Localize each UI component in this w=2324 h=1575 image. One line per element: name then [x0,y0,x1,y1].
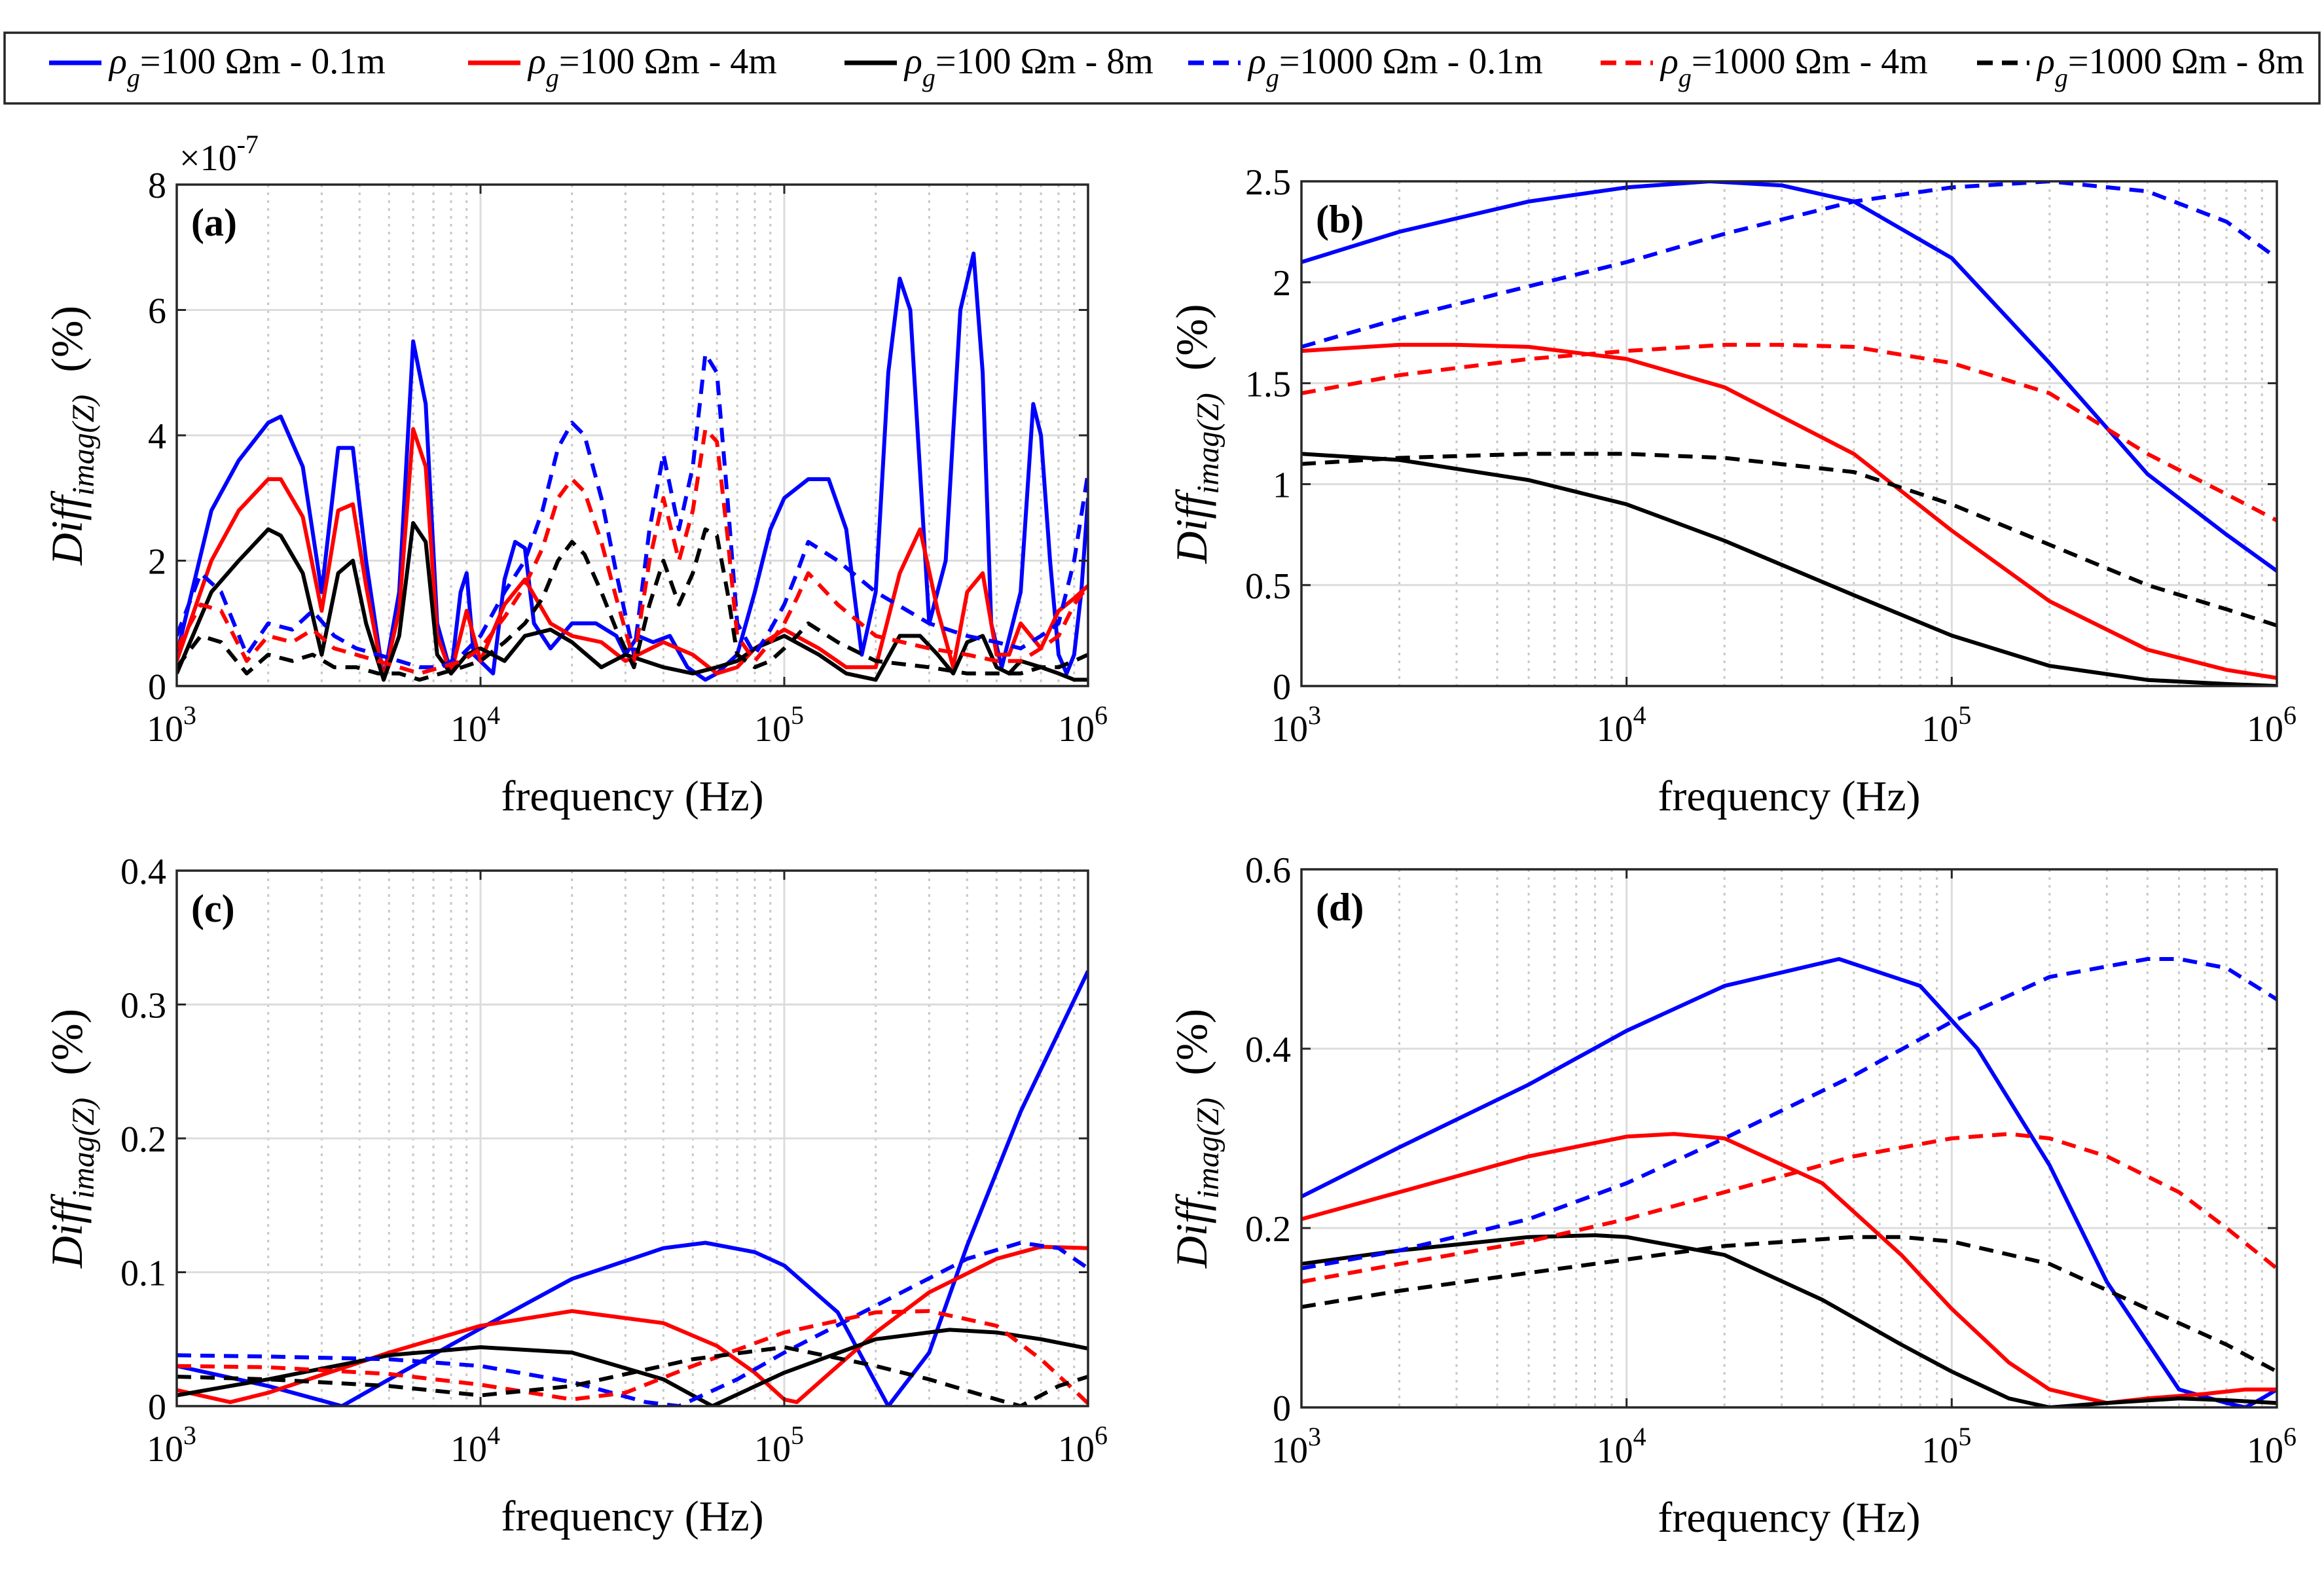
series-group [1301,957,2277,1407]
y-tick-label: 0 [148,667,166,708]
legend-label: ρg=1000 Ωm - 8m [2036,41,2304,92]
series-line-3 [1301,1233,2277,1407]
x-tick-label: 106 [1058,700,1108,750]
x-axis-label: frequency (Hz) [501,1493,763,1540]
x-tick-label: 105 [754,700,804,750]
y-tick-label: 0.1 [120,1254,166,1294]
panel-d: 0 0.2 0.4 0.6 103 104 105 106 frequency (Hz) Diff… [1167,850,2297,1542]
x-tick-label: 103 [1271,700,1321,750]
series-line-1 [177,970,1088,1406]
x-tick-label: 104 [1597,1422,1646,1471]
series-line-5 [1301,342,2277,522]
series-line-2 [177,1244,1088,1404]
y-tick-label: 4 [148,416,166,457]
y-tick-label: 1.5 [1245,364,1291,405]
x-tick-label: 103 [147,1421,196,1470]
y-multiplier: ×10-7 [179,130,259,179]
series-line-1 [1301,181,2277,573]
y-tick-label: 6 [148,291,166,332]
series-line-6 [177,1345,1088,1406]
legend-label: ρg=100 Ωm - 8m [903,41,1153,92]
series-line-5 [177,427,1088,676]
y-tick-label: 2 [148,542,166,583]
legend-entry-2: ρg=100 Ωm - 4m [468,41,777,92]
y-tick-label: 2 [1273,263,1291,304]
legend-entry-3: ρg=100 Ωm - 8m [844,41,1153,92]
series-group [177,970,1088,1406]
y-axis-label: Diffimag(Z) (%) [42,1009,101,1269]
y-tick-label: 0 [1273,1388,1291,1429]
panel-a: 0 2 4 6 8 103 104 105 106 ×10-7 frequency (Hz) Diff… [42,130,1108,820]
series-line-5 [1301,1132,2277,1284]
y-tick-label: 0.2 [120,1119,166,1160]
x-tick-label: 104 [450,700,500,750]
legend-entry-4: ρg=1000 Ωm - 0.1m [1188,41,1543,92]
y-tick-label: 0.5 [1245,566,1291,607]
series-group [1301,181,2277,686]
legend-label: ρg=1000 Ωm - 0.1m [1247,41,1543,92]
x-tick-label: 105 [754,1421,804,1470]
panel-label: (d) [1316,886,1364,929]
y-axis-label: Diffimag(Z) (%) [1167,1009,1226,1269]
y-axis-label: Diffimag(Z) (%) [1167,304,1226,564]
y-tick-label: 0 [148,1387,166,1428]
legend-box [3,31,2321,105]
x-tick-label: 104 [1597,700,1646,750]
x-tick-label: 103 [147,700,196,750]
y-tick-label: 0.3 [120,986,166,1026]
series-line-6 [1301,1235,2277,1373]
series-line-2 [1301,342,2277,680]
y-tick-label: 0.2 [1245,1209,1291,1250]
legend-label: ρg=100 Ωm - 4m [527,41,777,92]
plot-area [1301,869,2277,1407]
y-tick-label: 2.5 [1245,162,1291,203]
y-tick-label: 0.4 [1245,1030,1291,1070]
legend: ρg=100 Ωm - 0.1m ρg=100 Ωm - 4m ρg=100 Ωm … [3,31,2321,105]
panel-b: 0 0.5 1 1.5 2 2.5 103 104 105 106 frequency (Hz) Di… [1167,162,2297,820]
y-tick-label: 0.4 [120,852,166,892]
x-tick-label: 106 [2247,1422,2297,1471]
series-line-5 [177,1309,1088,1405]
plot-area [1301,181,2277,686]
series-line-2 [177,427,1088,682]
panel-label: (a) [191,201,237,244]
x-tick-label: 104 [450,1421,500,1470]
x-axis-label: frequency (Hz) [501,772,763,820]
y-tick-label: 8 [148,166,166,206]
series-line-3 [177,1328,1088,1406]
series-line-4 [1301,181,2277,349]
y-tick-label: 0 [1273,667,1291,708]
x-tick-label: 103 [1271,1422,1321,1471]
axes-box [1300,868,2278,1409]
legend-entry-6: ρg=1000 Ωm - 8m [1977,41,2304,92]
series-group [177,251,1088,682]
y-tick-label: 1 [1273,465,1291,506]
y-tick-label: 0.6 [1245,850,1291,891]
panel-label: (b) [1316,198,1364,241]
x-tick-label: 105 [1921,1422,1971,1471]
panel-c: 0 0.1 0.2 0.3 0.4 103 104 105 106 frequency (Hz) D… [42,852,1108,1540]
x-tick-label: 106 [2247,700,2297,750]
legend-entry-1: ρg=100 Ωm - 0.1m [49,41,386,92]
series-line-6 [177,527,1088,682]
y-axis-label: Diffimag(Z) (%) [42,306,101,566]
legend-entry-5: ρg=1000 Ωm - 4m [1601,41,1928,92]
series-line-6 [1301,452,2277,628]
x-axis-label: frequency (Hz) [1658,1494,1920,1542]
series-line-3 [1301,452,2277,686]
series-line-2 [1301,1132,2277,1405]
legend-label: ρg=1000 Ωm - 4m [1660,41,1928,92]
series-line-4 [177,1240,1088,1406]
axes-box [1300,180,2278,687]
panel-label: (c) [191,887,235,930]
x-tick-label: 105 [1921,700,1971,750]
series-line-4 [1301,957,2277,1271]
x-axis-label: frequency (Hz) [1658,772,1920,820]
series-line-1 [1301,957,2277,1407]
legend-label: ρg=100 Ωm - 0.1m [108,41,386,92]
x-tick-label: 106 [1058,1421,1108,1470]
